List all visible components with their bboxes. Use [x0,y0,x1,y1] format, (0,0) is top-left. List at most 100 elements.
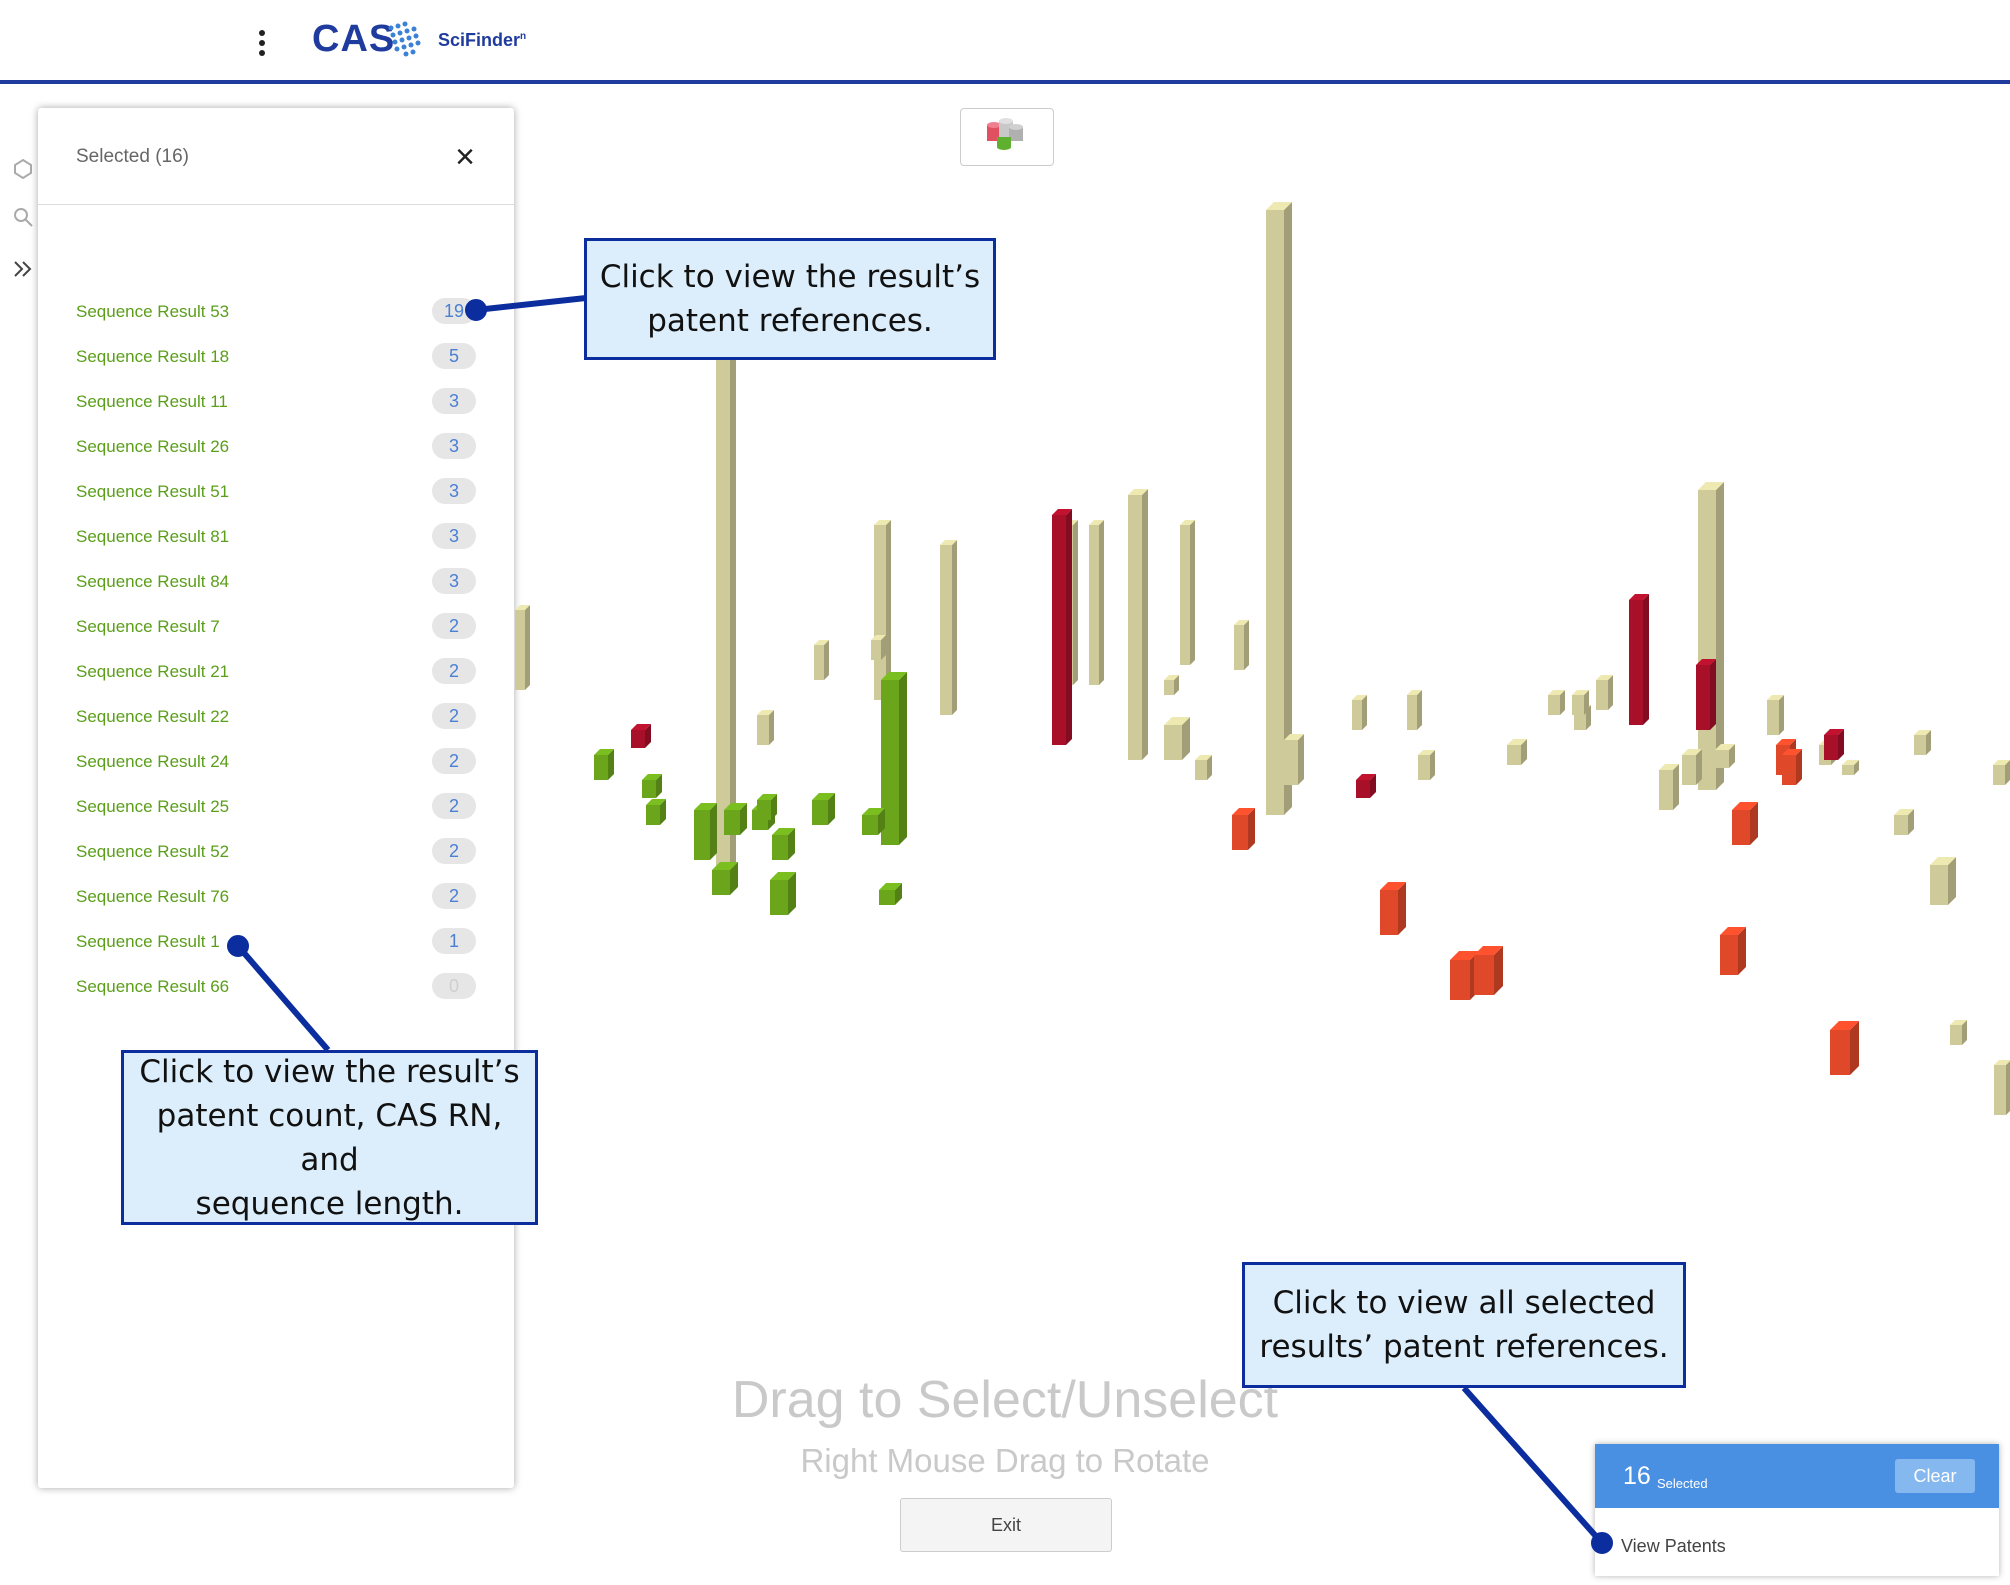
sequence-bar[interactable] [1842,760,1859,775]
patent-count-badge[interactable]: 2 [432,658,476,684]
patent-count-badge[interactable]: 2 [432,883,476,909]
sequence-bar[interactable] [1720,927,1746,975]
sequence-result-link[interactable]: Sequence Result 52 [76,842,230,861]
sequence-bar[interactable] [814,640,829,680]
sequence-bar[interactable] [1507,739,1527,765]
sequence-bar[interactable] [1659,764,1679,810]
sequence-result-link[interactable]: Sequence Result 76 [76,887,230,906]
sequence-bar[interactable] [1128,489,1148,760]
sequence-bar[interactable] [631,724,651,748]
sequence-bar[interactable] [642,774,662,798]
sequence-bar[interactable] [1474,946,1503,995]
sequence-bar[interactable] [1356,774,1376,798]
patent-count-badge[interactable]: 3 [432,478,476,504]
view-patents-link[interactable]: View Patents [1621,1536,1726,1556]
sequence-bar[interactable] [712,862,738,895]
sequence-bar[interactable] [1380,882,1406,935]
sequence-result-link[interactable]: Sequence Result 53 [76,302,230,321]
structure-icon[interactable] [10,158,36,184]
sequence-result-link[interactable]: Sequence Result 22 [76,707,230,726]
sequence-bar[interactable] [646,799,666,825]
sequence-bar[interactable] [1732,802,1758,845]
patent-count-badge[interactable]: 1 [432,928,476,954]
sequence-bar[interactable] [1696,659,1716,730]
sequence-bar[interactable] [871,635,886,660]
patent-count-badge[interactable]: 2 [432,613,476,639]
sequence-bar[interactable] [1930,857,1956,905]
exit-button[interactable]: Exit [900,1498,1112,1552]
sequence-bar[interactable] [1894,809,1914,835]
sequence-result-link[interactable]: Sequence Result 21 [76,662,230,681]
sequence-bar[interactable] [1994,1060,2010,1115]
sequence-bar[interactable] [1572,690,1589,715]
sequence-bar[interactable] [1164,717,1190,760]
sequence-result-link[interactable]: Sequence Result 24 [76,752,230,771]
sequence-bar[interactable] [1548,690,1565,715]
sequence-bar[interactable] [1352,695,1367,730]
sequence-result-link[interactable]: Sequence Result 1 [76,932,220,951]
sequence-bar[interactable] [879,883,902,905]
close-icon[interactable]: × [455,138,475,176]
sequence-bar[interactable] [1682,749,1702,785]
sequence-bar[interactable] [1266,202,1292,815]
sequence-result-link[interactable]: Sequence Result 11 [76,392,228,411]
patent-count-badge[interactable]: 0 [432,973,476,999]
patent-count-badge[interactable]: 2 [432,703,476,729]
3d-bar-scene[interactable] [514,170,2010,1130]
sequence-bar[interactable] [1180,520,1195,665]
sequence-bar[interactable] [1232,808,1255,850]
sequence-bar[interactable] [1824,729,1844,760]
sequence-result-link[interactable]: Sequence Result 26 [76,437,230,456]
sequence-bar[interactable] [515,605,530,690]
sequence-result-link[interactable]: Sequence Result 25 [76,797,230,816]
double-chevron-right-icon[interactable] [10,258,36,284]
sequence-bar[interactable] [1782,749,1802,785]
sequence-bar[interactable] [772,828,795,860]
sequence-result-link[interactable]: Sequence Result 7 [76,617,220,636]
sequence-bar[interactable] [1830,1021,1859,1075]
sequence-bar[interactable] [1715,744,1735,768]
sequence-bar[interactable] [1195,755,1212,780]
kebab-menu-icon[interactable] [256,30,268,60]
sequence-bar[interactable] [812,793,835,825]
clear-button[interactable]: Clear [1895,1459,1975,1493]
patent-count-badge[interactable]: 3 [432,523,476,549]
sequence-bar[interactable] [1418,750,1435,780]
sequence-result-link[interactable]: Sequence Result 51 [76,482,230,501]
patent-count-badge[interactable]: 2 [432,793,476,819]
sequence-bar[interactable] [694,803,717,860]
sequence-bar[interactable] [1089,520,1104,685]
sequence-bar[interactable] [1914,730,1931,755]
sequence-bar[interactable] [1950,1020,1967,1045]
sequence-bar[interactable] [757,794,777,820]
cylinder-stack-button[interactable] [960,108,1054,166]
sequence-bar[interactable] [1407,690,1422,730]
sequence-bar[interactable] [594,749,614,780]
patent-count-badge[interactable]: 3 [432,388,476,414]
sequence-bar[interactable] [716,344,736,885]
sequence-bar[interactable] [1234,620,1249,670]
patent-count-badge[interactable]: 3 [432,433,476,459]
sequence-bar[interactable] [1767,695,1784,735]
patent-count-badge[interactable]: 3 [432,568,476,594]
sequence-bar[interactable] [1629,594,1649,725]
sequence-bar[interactable] [862,808,885,835]
sequence-bar[interactable] [1164,675,1179,695]
sequence-result-link[interactable]: Sequence Result 66 [76,977,230,996]
sequence-bar[interactable] [724,803,747,835]
sequence-bar[interactable] [1052,509,1072,745]
sequence-bar[interactable] [757,710,774,745]
sequence-bar[interactable] [881,672,907,845]
sequence-result-link[interactable]: Sequence Result 84 [76,572,230,591]
sequence-bar[interactable] [940,540,957,715]
search-icon[interactable] [10,206,36,232]
sequence-result-link[interactable]: Sequence Result 18 [76,347,230,366]
patent-count-badge[interactable]: 2 [432,748,476,774]
patent-count-badge[interactable]: 2 [432,838,476,864]
sequence-bar[interactable] [1284,734,1304,785]
patent-count-badge[interactable]: 5 [432,343,476,369]
sequence-bar[interactable] [1596,675,1613,710]
sequence-result-link[interactable]: Sequence Result 81 [76,527,230,546]
sequence-bar[interactable] [770,872,796,915]
sequence-bar[interactable] [1993,760,2010,785]
